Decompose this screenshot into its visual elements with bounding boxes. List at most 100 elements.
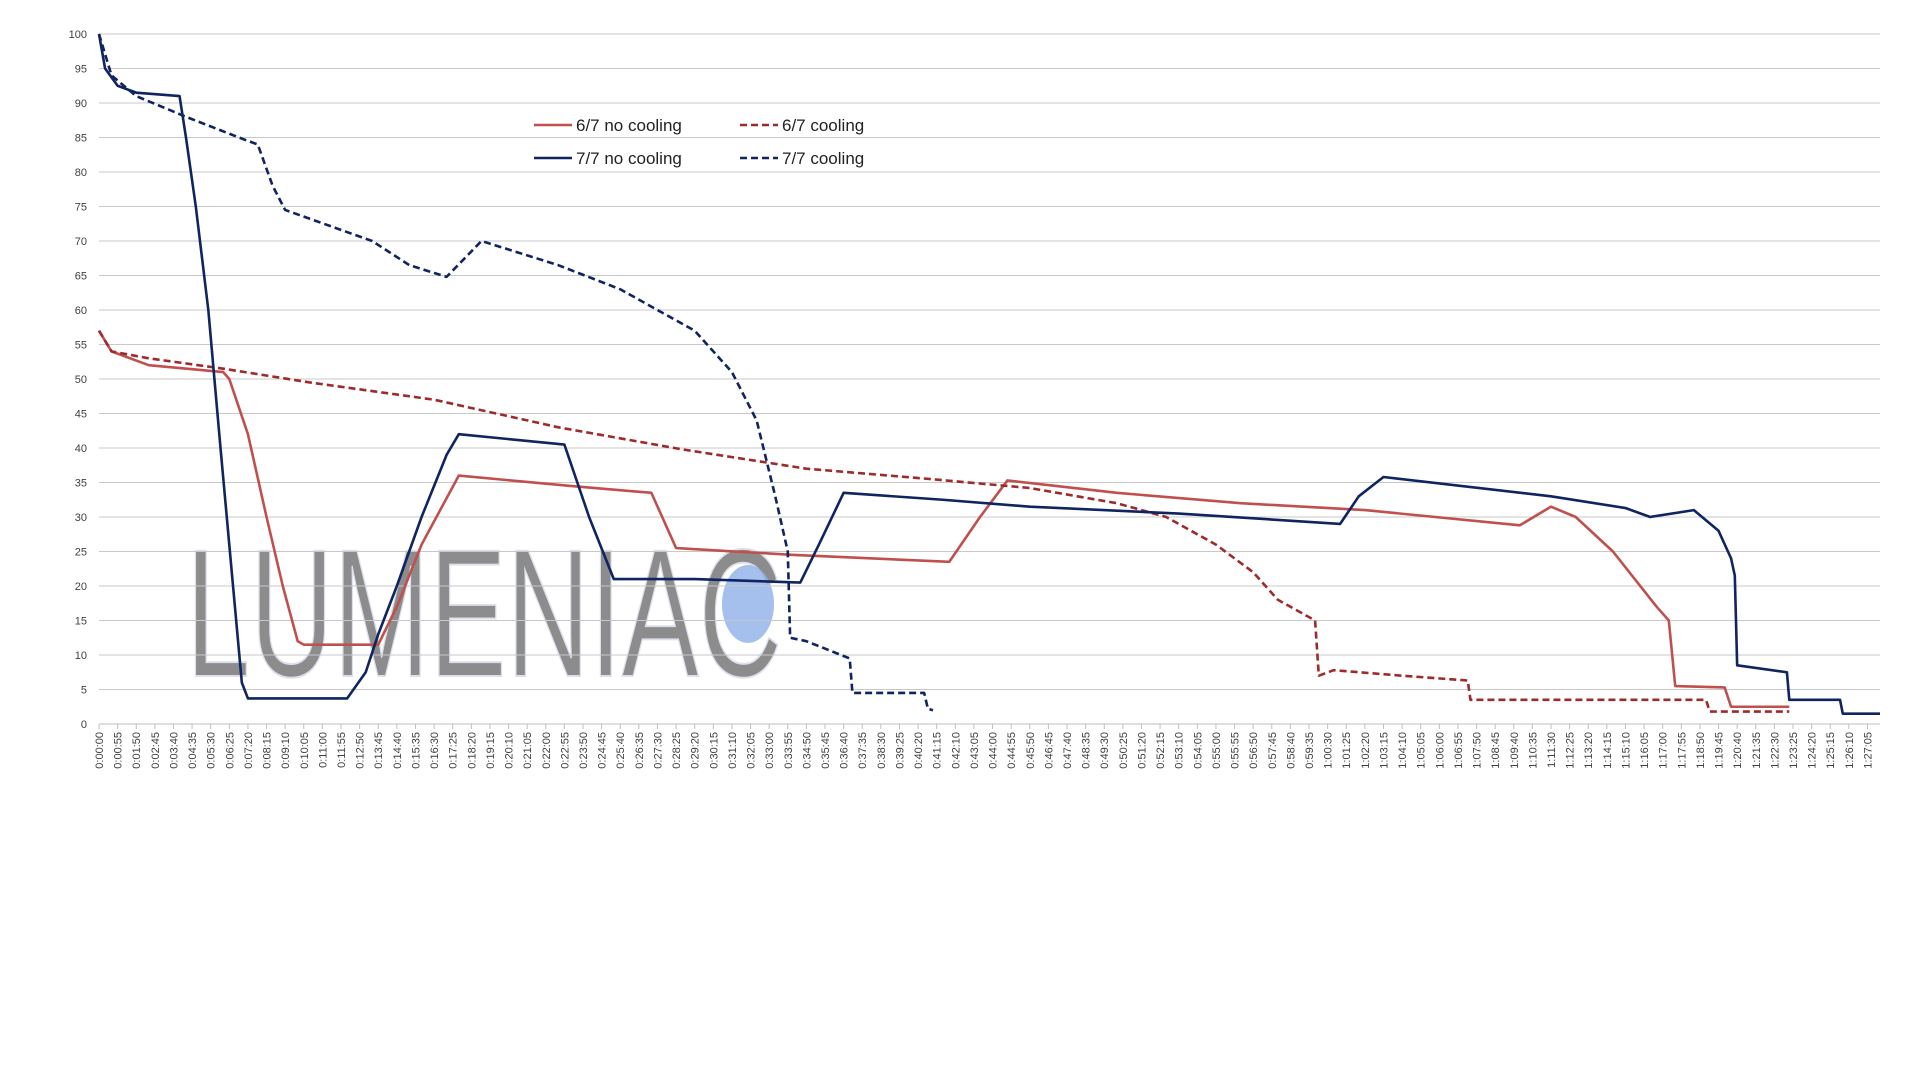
x-tick-label: 0:42:10 xyxy=(950,732,962,769)
legend-label: 6/7 cooling xyxy=(782,116,864,135)
series-line xyxy=(97,330,1790,713)
x-tick-label: 0:41:15 xyxy=(932,732,944,769)
x-tick-label: 0:54:05 xyxy=(1192,732,1204,769)
y-tick-label: 25 xyxy=(75,547,87,559)
x-tick-label: 0:25:40 xyxy=(615,732,627,769)
y-tick-label: 90 xyxy=(75,98,87,110)
x-tick-label: 0:11:55 xyxy=(336,732,348,768)
x-tick-label: 1:01:25 xyxy=(1341,732,1353,769)
y-tick-label: 10 xyxy=(75,650,87,662)
x-tick-label: 1:08:45 xyxy=(1490,732,1502,769)
x-tick-label: 1:20:40 xyxy=(1732,732,1744,769)
x-tick-label: 1:03:15 xyxy=(1378,732,1390,769)
x-tick-label: 0:04:35 xyxy=(187,732,199,769)
x-tick-label: 1:12:25 xyxy=(1565,732,1577,769)
x-tick-label: 0:00:00 xyxy=(94,732,106,769)
y-tick-label: 45 xyxy=(75,409,87,421)
x-tick-label: 0:03:40 xyxy=(168,732,180,769)
series-line xyxy=(97,33,934,712)
x-tick-label: 1:13:20 xyxy=(1583,732,1595,769)
x-tick-label: 0:38:30 xyxy=(876,732,888,769)
x-tick-label: 0:06:25 xyxy=(224,732,236,769)
y-tick-label: 50 xyxy=(75,374,87,386)
x-tick-label: 1:25:15 xyxy=(1825,732,1837,769)
x-tick-label: 0:34:50 xyxy=(801,732,813,769)
x-tick-label: 1:04:10 xyxy=(1397,732,1409,769)
x-tick-label: 1:16:05 xyxy=(1639,732,1651,769)
x-tick-label: 0:10:05 xyxy=(299,732,311,769)
y-tick-label: 30 xyxy=(75,512,87,524)
x-tick-label: 0:27:30 xyxy=(652,732,664,769)
x-tick-label: 0:16:30 xyxy=(429,732,441,769)
x-tick-label: 0:15:35 xyxy=(410,732,422,769)
y-tick-label: 95 xyxy=(75,64,87,76)
x-tick-label: 0:14:40 xyxy=(392,732,404,769)
x-tick-label: 0:35:45 xyxy=(820,732,832,769)
x-tick-label: 1:11:30 xyxy=(1546,732,1558,768)
x-tick-label: 0:21:05 xyxy=(522,732,534,769)
x-tick-label: 0:17:25 xyxy=(448,732,460,769)
x-tick-label: 0:48:35 xyxy=(1081,732,1093,769)
x-tick-label: 0:11:00 xyxy=(317,732,329,768)
x-tick-label: 0:44:00 xyxy=(988,732,1000,769)
x-tick-label: 0:55:55 xyxy=(1230,732,1242,769)
y-tick-label: 65 xyxy=(75,271,87,283)
y-tick-label: 15 xyxy=(75,616,87,628)
x-tick-label: 0:08:15 xyxy=(262,732,274,769)
x-tick-label: 0:01:50 xyxy=(131,732,143,769)
x-tick-label: 1:26:10 xyxy=(1844,732,1856,769)
x-tick-label: 0:56:50 xyxy=(1248,732,1260,769)
x-tick-label: 0:24:45 xyxy=(597,732,609,769)
x-tick-label: 0:51:20 xyxy=(1136,732,1148,769)
x-tick-label: 0:19:15 xyxy=(485,732,497,769)
x-tick-label: 0:22:00 xyxy=(541,732,553,769)
lines xyxy=(97,33,1880,715)
x-tick-label: 0:53:10 xyxy=(1174,732,1186,769)
series-line xyxy=(97,33,1880,715)
y-tick-label: 0 xyxy=(81,719,87,731)
x-tick-label: 1:23:25 xyxy=(1788,732,1800,769)
legend-label: 6/7 no cooling xyxy=(576,116,682,135)
x-tick-label: 1:15:10 xyxy=(1620,732,1632,769)
x-tick-label: 0:33:55 xyxy=(783,732,795,769)
x-tick-label: 1:10:35 xyxy=(1527,732,1539,769)
x-tick-label: 0:37:35 xyxy=(857,732,869,769)
x-tick-label: 1:17:55 xyxy=(1676,732,1688,769)
x-tick-label: 0:57:45 xyxy=(1267,732,1279,769)
x-tick-label: 1:22:30 xyxy=(1769,732,1781,769)
x-tick-label: 1:24:20 xyxy=(1807,732,1819,769)
x-tick-label: 1:00:30 xyxy=(1323,732,1335,769)
x-tick-label: 0:31:10 xyxy=(727,732,739,769)
x-tick-label: 1:21:35 xyxy=(1751,732,1763,769)
x-tick-label: 0:36:40 xyxy=(839,732,851,769)
x-tick-label: 0:22:55 xyxy=(559,732,571,769)
x-tick-label: 1:06:55 xyxy=(1453,732,1465,769)
watermark: LUMENIAC xyxy=(186,511,782,715)
legend-label: 7/7 no cooling xyxy=(576,149,682,168)
x-tick-label: 0:43:05 xyxy=(969,732,981,769)
x-tick-label: 0:47:40 xyxy=(1062,732,1074,769)
x-tick-label: 0:05:30 xyxy=(206,732,218,769)
y-tick-label: 80 xyxy=(75,167,87,179)
x-tick-label: 0:46:45 xyxy=(1043,732,1055,769)
legend-label: 7/7 cooling xyxy=(782,149,864,168)
x-tick-label: 0:55:00 xyxy=(1211,732,1223,769)
x-tick-label: 0:29:20 xyxy=(690,732,702,769)
x-tick-label: 1:18:50 xyxy=(1695,732,1707,769)
x-tick-label: 0:07:20 xyxy=(243,732,255,769)
x-tick-label: 1:06:00 xyxy=(1434,732,1446,769)
x-tick-label: 1:07:50 xyxy=(1472,732,1484,769)
legend: 6/7 no cooling 6/7 cooling 7/7 no cooling 7… xyxy=(534,116,864,168)
y-tick-label: 35 xyxy=(75,478,87,490)
y-tick-label: 55 xyxy=(75,340,87,352)
x-tick-label: 0:59:35 xyxy=(1304,732,1316,769)
x-tick-label: 1:14:15 xyxy=(1602,732,1614,769)
x-tick-label: 0:33:00 xyxy=(764,732,776,769)
series-line xyxy=(97,330,1790,709)
y-tick-label: 100 xyxy=(69,29,87,41)
x-tick-label: 0:18:20 xyxy=(466,732,478,769)
x-tick-label: 0:50:25 xyxy=(1118,732,1130,769)
y-tick-label: 85 xyxy=(75,133,87,145)
x-tick-label: 1:17:00 xyxy=(1658,732,1670,769)
